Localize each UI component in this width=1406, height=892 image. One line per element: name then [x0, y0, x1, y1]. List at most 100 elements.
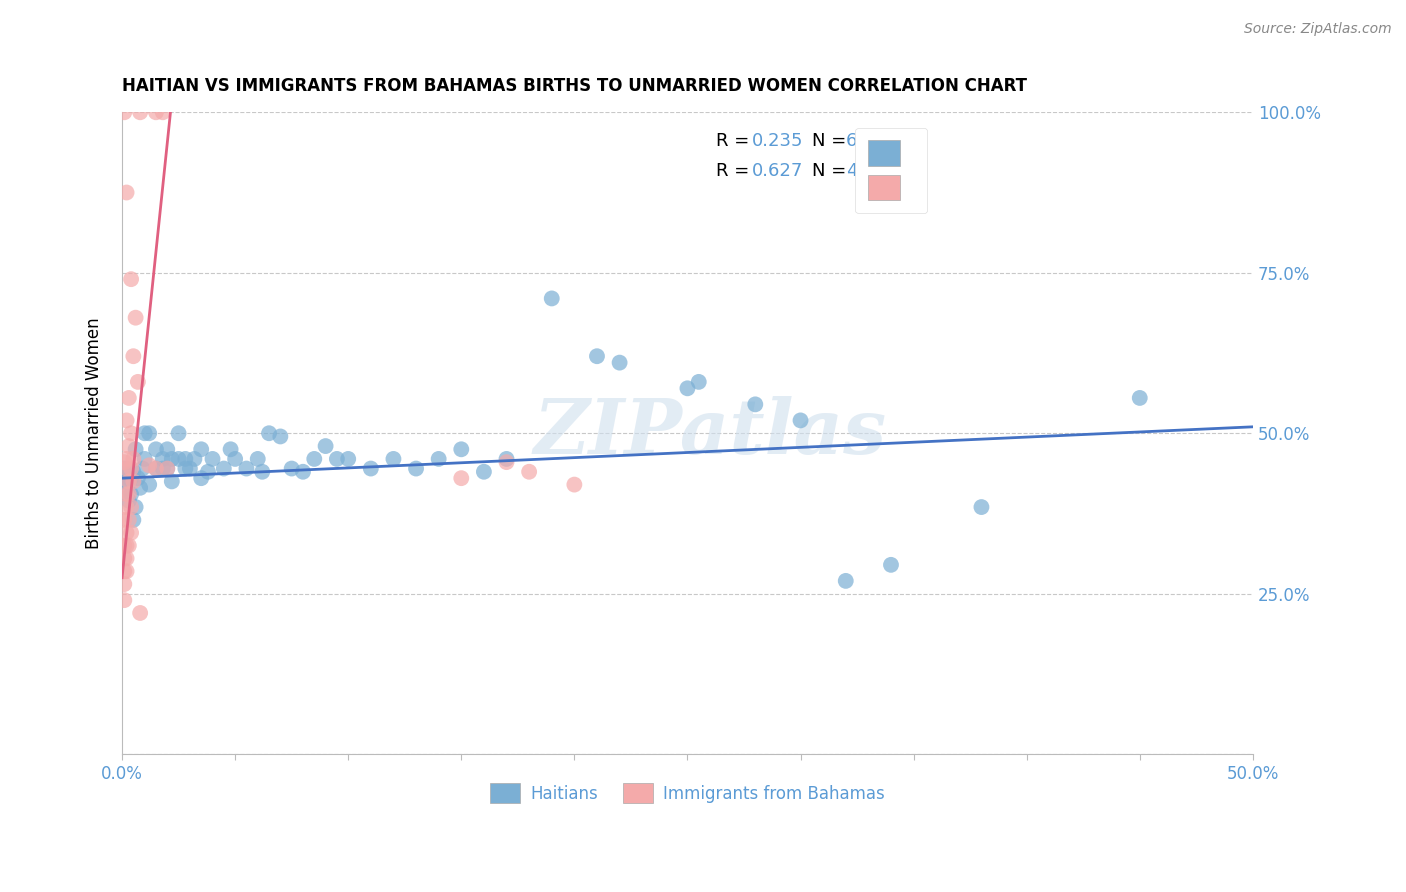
Point: [360, 461, 382, 475]
Point: [124, 442, 146, 457]
Text: 0.235: 0.235: [752, 132, 803, 150]
Point: [315, 439, 337, 453]
Point: [138, 458, 160, 473]
Point: [127, 375, 149, 389]
Point: [337, 451, 360, 466]
Point: [235, 461, 257, 475]
Point: [174, 461, 197, 475]
Point: [219, 442, 242, 457]
Point: [120, 461, 142, 475]
Point: [127, 471, 149, 485]
Point: [190, 471, 212, 485]
Point: [190, 442, 212, 457]
Point: [540, 292, 562, 306]
Point: [197, 465, 219, 479]
Point: [160, 475, 183, 489]
Point: [257, 426, 280, 441]
Point: [252, 465, 274, 479]
Point: [115, 186, 138, 200]
Text: HAITIAN VS IMMIGRANTS FROM BAHAMAS BIRTHS TO UNMARRIED WOMEN CORRELATION CHART: HAITIAN VS IMMIGRANTS FROM BAHAMAS BIRTH…: [122, 78, 1026, 95]
Point: [179, 461, 201, 475]
Point: [122, 465, 145, 479]
Point: [134, 451, 156, 466]
Point: [304, 451, 326, 466]
Point: [112, 577, 135, 591]
Point: [115, 481, 138, 495]
Point: [112, 513, 135, 527]
Point: [427, 451, 450, 466]
Point: [609, 356, 631, 370]
Point: [112, 455, 135, 469]
Point: [118, 439, 141, 453]
Point: [124, 500, 146, 514]
Point: [586, 349, 609, 363]
Point: [129, 481, 152, 495]
Point: [156, 442, 179, 457]
Point: [450, 471, 472, 485]
Point: [183, 451, 205, 466]
Point: [174, 451, 197, 466]
Point: [269, 429, 291, 443]
Point: [118, 475, 141, 489]
Point: [405, 461, 427, 475]
Point: [112, 551, 135, 566]
Point: [115, 564, 138, 578]
Point: [145, 442, 167, 457]
Point: [115, 467, 138, 482]
Point: [160, 451, 183, 466]
Point: [122, 451, 145, 466]
Point: [115, 500, 138, 514]
Point: [152, 451, 174, 466]
Point: [138, 477, 160, 491]
Text: N =: N =: [811, 132, 852, 150]
Point: [564, 477, 586, 491]
Point: [118, 513, 141, 527]
Point: [122, 475, 145, 489]
Point: [1129, 391, 1152, 405]
Point: [124, 310, 146, 325]
Point: [688, 375, 710, 389]
Point: [129, 105, 152, 120]
Point: [167, 426, 190, 441]
Text: N =: N =: [811, 162, 852, 180]
Point: [835, 574, 858, 588]
Point: [970, 500, 993, 514]
Point: [122, 349, 145, 363]
Point: [280, 461, 302, 475]
Point: [112, 593, 135, 607]
Point: [120, 272, 142, 286]
Text: 67: 67: [846, 132, 869, 150]
Text: ZIPatlas: ZIPatlas: [533, 396, 887, 470]
Point: [472, 465, 495, 479]
Point: [152, 105, 174, 120]
Text: R =: R =: [716, 132, 755, 150]
Point: [152, 461, 174, 475]
Text: 0.627: 0.627: [752, 162, 803, 180]
Point: [112, 539, 135, 553]
Point: [115, 487, 138, 501]
Point: [120, 471, 142, 485]
Point: [212, 461, 235, 475]
Point: [118, 487, 141, 501]
Point: [122, 513, 145, 527]
Point: [112, 105, 135, 120]
Y-axis label: Births to Unmarried Women: Births to Unmarried Women: [86, 318, 103, 549]
Point: [382, 451, 405, 466]
Point: [789, 413, 811, 427]
Point: [115, 461, 138, 475]
Legend: Haitians, Immigrants from Bahamas: Haitians, Immigrants from Bahamas: [484, 776, 891, 810]
Point: [450, 442, 472, 457]
Point: [115, 525, 138, 540]
Point: [115, 413, 138, 427]
Text: 46: 46: [846, 162, 869, 180]
Point: [115, 451, 138, 466]
Point: [156, 461, 179, 475]
Point: [145, 461, 167, 475]
Point: [138, 426, 160, 441]
Point: [880, 558, 903, 572]
Point: [156, 461, 179, 475]
Point: [145, 461, 167, 475]
Point: [495, 455, 517, 469]
Point: [517, 465, 540, 479]
Point: [224, 451, 246, 466]
